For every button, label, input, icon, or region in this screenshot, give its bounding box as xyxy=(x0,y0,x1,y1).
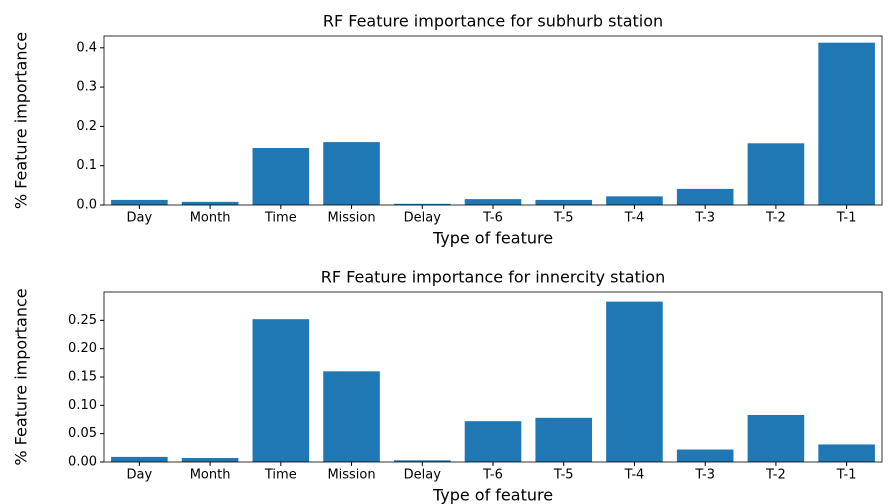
y-tick-label: 0.15 xyxy=(68,370,97,385)
x-tick-label: Month xyxy=(190,211,231,226)
x-axis-label: Type of feature xyxy=(432,486,553,504)
bar xyxy=(323,371,380,462)
y-tick-label: 0.1 xyxy=(76,158,97,173)
bar xyxy=(181,201,239,205)
x-tick-label: T-2 xyxy=(765,211,786,226)
x-axis-label: Type of feature xyxy=(432,229,553,248)
x-tick-label: T-6 xyxy=(482,468,503,483)
x-tick-label: Mission xyxy=(327,468,375,483)
bar xyxy=(818,42,875,205)
x-tick-label: T-6 xyxy=(482,211,503,226)
y-axis-label: % Feature importance xyxy=(12,32,31,209)
x-tick-label: Time xyxy=(264,468,297,483)
bar xyxy=(111,199,168,205)
x-tick-label: T-5 xyxy=(553,468,574,483)
y-tick-label: 0.05 xyxy=(68,426,97,441)
bar xyxy=(606,196,663,205)
bar xyxy=(747,143,805,205)
x-tick-label: Mission xyxy=(327,211,375,226)
plot-frame xyxy=(103,35,883,206)
x-tick-label: Delay xyxy=(404,211,442,226)
chart-title: RF Feature importance for innercity stat… xyxy=(321,268,665,287)
chart-title: RF Feature importance for subhurb statio… xyxy=(323,12,663,31)
x-tick-label: T-2 xyxy=(765,468,786,483)
x-tick-label: T-4 xyxy=(624,211,645,226)
bar xyxy=(252,319,310,462)
y-tick-label: 0.4 xyxy=(76,40,97,55)
bar xyxy=(464,199,522,205)
y-tick-label: 0.10 xyxy=(68,398,97,413)
x-tick-label: Time xyxy=(264,211,297,226)
x-tick-label: Day xyxy=(127,211,153,226)
y-tick-label: 0.25 xyxy=(68,313,97,328)
bar xyxy=(323,142,380,205)
x-tick-label: T-3 xyxy=(694,211,715,226)
bar xyxy=(393,203,451,205)
x-tick-label: Delay xyxy=(404,468,442,483)
x-tick-label: T-3 xyxy=(694,468,715,483)
y-tick-label: 0.0 xyxy=(76,198,97,213)
y-axis-label: % Feature importance xyxy=(12,288,31,465)
x-tick-label: T-5 xyxy=(553,211,574,226)
bar xyxy=(393,460,451,462)
y-tick-label: 0.00 xyxy=(68,455,97,470)
bar xyxy=(535,417,593,462)
x-tick-label: T-1 xyxy=(836,468,857,483)
bar xyxy=(818,444,875,462)
plot-frame xyxy=(103,291,883,463)
bar xyxy=(747,414,805,462)
x-tick-label: T-1 xyxy=(836,211,857,226)
x-tick-label: Day xyxy=(127,468,153,483)
y-tick-label: 0.3 xyxy=(76,80,97,95)
bar xyxy=(181,458,239,462)
bar xyxy=(252,148,310,205)
x-tick-label: T-4 xyxy=(624,468,645,483)
bar xyxy=(676,188,734,205)
y-tick-label: 0.20 xyxy=(68,341,97,356)
x-tick-label: Month xyxy=(190,468,231,483)
bar xyxy=(464,421,522,462)
bar xyxy=(535,199,593,205)
bar xyxy=(111,456,168,462)
bar xyxy=(606,301,663,462)
y-tick-label: 0.2 xyxy=(76,119,97,134)
bar xyxy=(676,449,734,462)
